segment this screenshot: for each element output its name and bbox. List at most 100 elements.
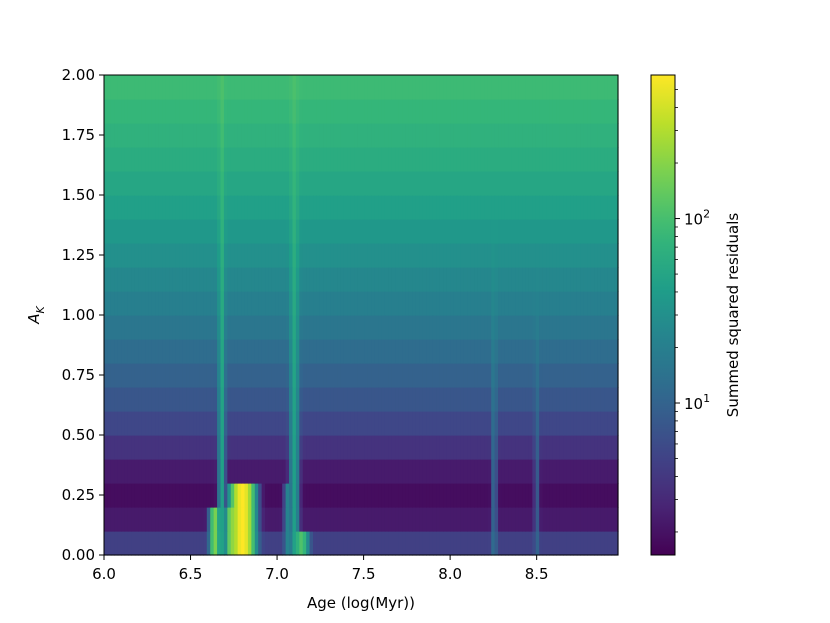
heatmap-cell xyxy=(549,123,554,148)
heatmap-cell xyxy=(323,123,328,148)
heatmap-cell xyxy=(158,459,163,484)
heatmap-cell xyxy=(515,75,520,100)
heatmap-cell xyxy=(158,75,163,100)
heatmap-cell xyxy=(576,195,581,220)
heatmap-cell xyxy=(453,267,458,292)
heatmap-cell xyxy=(141,123,146,148)
heatmap-cell xyxy=(597,171,602,196)
heatmap-cell xyxy=(333,243,338,268)
heatmap-cell xyxy=(391,339,396,364)
heatmap-cell xyxy=(241,219,246,244)
heatmap-cell xyxy=(463,123,468,148)
heatmap-cell xyxy=(522,387,527,412)
heatmap-cell xyxy=(138,123,143,148)
heatmap-cell xyxy=(271,411,276,436)
heatmap-cell xyxy=(426,483,431,508)
heatmap-cell xyxy=(576,75,581,100)
heatmap-cell xyxy=(412,171,417,196)
heatmap-cell xyxy=(117,531,122,556)
heatmap-cell xyxy=(151,411,156,436)
heatmap-cell xyxy=(453,291,458,316)
heatmap-cell xyxy=(114,363,119,388)
heatmap-cell xyxy=(206,267,211,292)
heatmap-cell xyxy=(525,99,530,124)
heatmap-cell xyxy=(220,339,225,364)
heatmap-cell xyxy=(412,123,417,148)
heatmap-cell xyxy=(104,219,109,244)
heatmap-cell xyxy=(258,75,263,100)
heatmap-cell xyxy=(199,411,204,436)
heatmap-cell xyxy=(278,171,283,196)
heatmap-cell xyxy=(391,315,396,340)
heatmap-cell xyxy=(361,123,366,148)
heatmap-cell xyxy=(463,531,468,556)
heatmap-cell xyxy=(172,171,177,196)
heatmap-cell xyxy=(278,147,283,172)
heatmap-cell xyxy=(107,243,112,268)
heatmap-cell xyxy=(573,195,578,220)
heatmap-cell xyxy=(313,243,318,268)
heatmap-cell xyxy=(528,459,533,484)
heatmap-cell xyxy=(193,339,198,364)
heatmap-cell xyxy=(559,267,564,292)
heatmap-cell xyxy=(258,531,263,556)
heatmap-cell xyxy=(398,435,403,460)
heatmap-cell xyxy=(234,291,239,316)
heatmap-cell xyxy=(361,219,366,244)
heatmap-cell xyxy=(398,339,403,364)
heatmap-cell xyxy=(532,387,537,412)
heatmap-cell xyxy=(175,483,180,508)
heatmap-cell xyxy=(244,99,249,124)
heatmap-cell xyxy=(343,507,348,532)
heatmap-cell xyxy=(395,363,400,388)
heatmap-cell xyxy=(367,243,372,268)
heatmap-cell xyxy=(234,387,239,412)
heatmap-cell xyxy=(186,387,191,412)
heatmap-cell xyxy=(525,459,530,484)
heatmap-cell xyxy=(203,147,208,172)
heatmap-cell xyxy=(151,219,156,244)
heatmap-cell xyxy=(244,147,249,172)
heatmap-cell xyxy=(474,75,479,100)
heatmap-cell xyxy=(350,435,355,460)
heatmap-cell xyxy=(162,219,167,244)
heatmap-cell xyxy=(117,483,122,508)
heatmap-cell xyxy=(278,99,283,124)
heatmap-cell xyxy=(412,147,417,172)
heatmap-cell xyxy=(275,171,280,196)
heatmap-cell xyxy=(446,147,451,172)
heatmap-cell xyxy=(289,363,294,388)
heatmap-cell xyxy=(504,75,509,100)
heatmap-cell xyxy=(446,435,451,460)
heatmap-cell xyxy=(508,219,513,244)
heatmap-cell xyxy=(289,99,294,124)
heatmap-cell xyxy=(515,387,520,412)
heatmap-cell xyxy=(227,507,232,532)
heatmap-cell xyxy=(114,531,119,556)
heatmap-cell xyxy=(302,411,307,436)
heatmap-cell xyxy=(165,315,170,340)
heatmap-cell xyxy=(309,147,314,172)
heatmap-cell xyxy=(552,123,557,148)
heatmap-cell xyxy=(175,267,180,292)
heatmap-cell xyxy=(570,435,575,460)
heatmap-cell xyxy=(477,483,482,508)
heatmap-cell xyxy=(470,315,475,340)
heatmap-cell xyxy=(597,315,602,340)
heatmap-cell xyxy=(199,483,204,508)
heatmap-cell xyxy=(223,195,228,220)
heatmap-cell xyxy=(429,507,434,532)
heatmap-cell xyxy=(443,243,448,268)
heatmap-cell xyxy=(199,147,204,172)
heatmap-cell xyxy=(186,435,191,460)
heatmap-cell xyxy=(220,243,225,268)
heatmap-cell xyxy=(162,315,167,340)
heatmap-cell xyxy=(600,531,605,556)
heatmap-cell xyxy=(477,387,482,412)
heatmap-cell xyxy=(611,195,616,220)
heatmap-cell xyxy=(607,267,612,292)
heatmap-cell xyxy=(597,339,602,364)
heatmap-cell xyxy=(158,171,163,196)
heatmap-cell xyxy=(594,75,599,100)
heatmap-cell xyxy=(436,435,441,460)
